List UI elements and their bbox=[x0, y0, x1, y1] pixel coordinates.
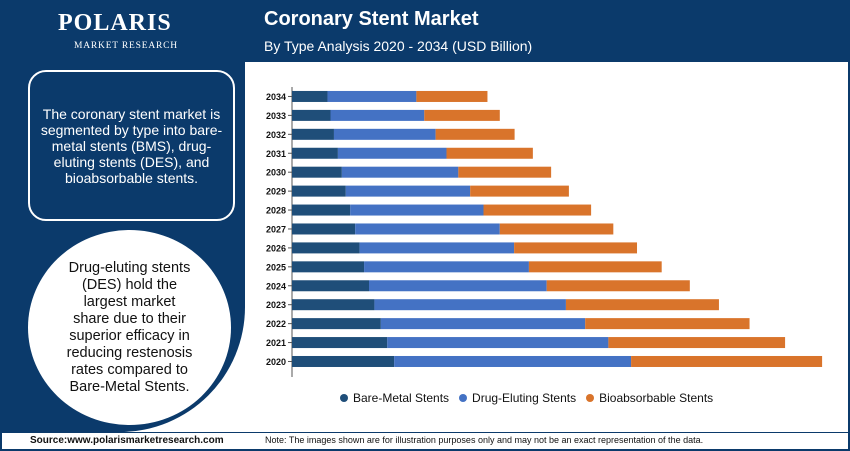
bar-drug-eluting-2021 bbox=[387, 337, 609, 349]
y-tick-label: 2034 bbox=[266, 92, 286, 102]
bar-drug-eluting-2030 bbox=[341, 166, 459, 178]
bar-bare-metal-2031 bbox=[292, 147, 338, 159]
y-tick-label: 2028 bbox=[266, 206, 286, 216]
bar-bare-metal-2022 bbox=[292, 318, 381, 330]
bar-bioabsorbable-2022 bbox=[585, 318, 750, 330]
summary-text: The coronary stent market is segmented b… bbox=[40, 105, 223, 186]
brand-subtitle: MARKET RESEARCH bbox=[74, 41, 178, 51]
summary-box: The coronary stent market is segmented b… bbox=[28, 70, 235, 221]
bar-drug-eluting-2028 bbox=[350, 204, 484, 216]
bar-drug-eluting-2031 bbox=[337, 147, 447, 159]
y-tick-label: 2032 bbox=[266, 130, 286, 140]
chart-title: Coronary Stent Market bbox=[264, 8, 479, 30]
legend-item-bioabsorbable: Bioabsorbable Stents bbox=[586, 391, 713, 405]
y-tick-label: 2020 bbox=[266, 357, 286, 367]
chart-legend: Bare-Metal Stents Drug-Eluting Stents Bi… bbox=[340, 391, 723, 405]
bar-bioabsorbable-2033 bbox=[424, 109, 500, 121]
bar-bioabsorbable-2030 bbox=[458, 166, 552, 178]
bar-bare-metal-2030 bbox=[292, 166, 342, 178]
y-tick-label: 2025 bbox=[266, 262, 286, 272]
bar-bioabsorbable-2031 bbox=[446, 147, 533, 159]
bar-drug-eluting-2023 bbox=[374, 299, 566, 311]
bar-bare-metal-2024 bbox=[292, 280, 369, 292]
bar-bioabsorbable-2025 bbox=[528, 261, 662, 273]
brand-logo: POLARIS bbox=[58, 10, 172, 36]
bar-bare-metal-2027 bbox=[292, 223, 356, 235]
bar-bare-metal-2021 bbox=[292, 337, 388, 349]
source-text: Source:www.polarismarketresearch.com bbox=[30, 435, 224, 446]
footer-bar bbox=[2, 432, 848, 449]
highlight-text: Drug-eluting stents (DES) hold the large… bbox=[66, 259, 193, 395]
bar-drug-eluting-2022 bbox=[380, 318, 586, 330]
y-tick-label: 2030 bbox=[266, 168, 286, 178]
bar-bare-metal-2026 bbox=[292, 242, 360, 254]
bar-bare-metal-2032 bbox=[292, 128, 334, 140]
bar-drug-eluting-2033 bbox=[330, 109, 425, 121]
legend-swatch-bare-metal bbox=[340, 394, 348, 402]
legend-swatch-bioabsorbable bbox=[586, 394, 595, 402]
bar-bare-metal-2034 bbox=[292, 90, 328, 102]
y-tick-label: 2022 bbox=[266, 319, 286, 329]
legend-label-bioabsorbable: Bioabsorbable Stents bbox=[599, 391, 714, 405]
y-tick-label: 2033 bbox=[266, 111, 286, 121]
y-tick-label: 2027 bbox=[266, 224, 286, 234]
bar-bioabsorbable-2028 bbox=[483, 204, 592, 216]
bar-bare-metal-2028 bbox=[292, 204, 351, 216]
bar-bioabsorbable-2024 bbox=[546, 280, 690, 292]
bar-bare-metal-2023 bbox=[292, 299, 375, 311]
bar-bioabsorbable-2034 bbox=[416, 90, 488, 102]
bar-bioabsorbable-2023 bbox=[565, 299, 719, 311]
legend-label-drug-eluting: Drug-Eluting Stents bbox=[472, 391, 577, 405]
y-tick-label: 2021 bbox=[266, 338, 286, 348]
bar-bare-metal-2033 bbox=[292, 109, 331, 121]
bar-drug-eluting-2034 bbox=[327, 90, 417, 102]
bar-bare-metal-2020 bbox=[292, 355, 395, 367]
bar-drug-eluting-2020 bbox=[394, 355, 632, 367]
bar-drug-eluting-2029 bbox=[345, 185, 471, 197]
y-tick-label: 2029 bbox=[266, 187, 286, 197]
bar-bioabsorbable-2032 bbox=[435, 128, 515, 140]
bar-bioabsorbable-2026 bbox=[514, 242, 638, 254]
legend-label-bare-metal: Bare-Metal Stents bbox=[353, 391, 450, 405]
chart-subtitle: By Type Analysis 2020 - 2034 (USD Billio… bbox=[264, 38, 533, 54]
bar-drug-eluting-2027 bbox=[355, 223, 500, 235]
y-tick-label: 2024 bbox=[266, 281, 286, 291]
bar-bioabsorbable-2027 bbox=[499, 223, 614, 235]
bar-bare-metal-2029 bbox=[292, 185, 346, 197]
y-tick-label: 2031 bbox=[266, 149, 286, 159]
bar-bioabsorbable-2020 bbox=[631, 355, 823, 367]
bar-bare-metal-2025 bbox=[292, 261, 365, 273]
legend-item-bare-metal: Bare-Metal Stents bbox=[340, 391, 449, 405]
y-tick-label: 2026 bbox=[266, 243, 286, 253]
bar-drug-eluting-2032 bbox=[333, 128, 436, 140]
legend-swatch-drug-eluting bbox=[459, 394, 468, 402]
legend-item-drug-eluting: Drug-Eluting Stents bbox=[459, 391, 576, 405]
highlight-circle: Drug-eluting stents (DES) hold the large… bbox=[28, 230, 231, 425]
bar-drug-eluting-2026 bbox=[359, 242, 515, 254]
bar-drug-eluting-2025 bbox=[364, 261, 529, 273]
bar-drug-eluting-2024 bbox=[368, 280, 547, 292]
bar-bioabsorbable-2029 bbox=[470, 185, 569, 197]
y-tick-label: 2023 bbox=[266, 300, 286, 310]
disclaimer-note: Note: The images shown are for illustrat… bbox=[265, 435, 704, 445]
bar-bioabsorbable-2021 bbox=[608, 337, 786, 349]
